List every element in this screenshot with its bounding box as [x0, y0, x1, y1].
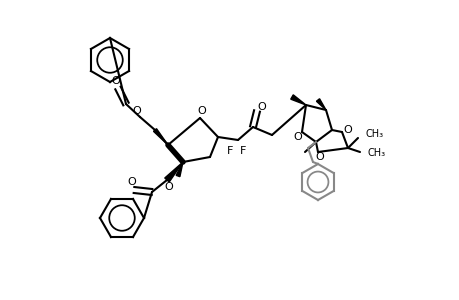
Text: O: O [127, 177, 136, 187]
Text: O: O [293, 132, 302, 142]
Text: F: F [239, 146, 246, 156]
Polygon shape [153, 129, 168, 145]
Polygon shape [316, 99, 325, 110]
Text: O: O [132, 106, 141, 116]
Text: O: O [164, 182, 173, 192]
Text: O: O [112, 76, 120, 86]
Text: O: O [197, 106, 206, 116]
Text: F: F [226, 146, 233, 156]
Text: O: O [315, 152, 324, 162]
Text: O: O [343, 125, 352, 135]
Polygon shape [164, 162, 183, 182]
Polygon shape [290, 95, 305, 105]
Polygon shape [176, 162, 183, 177]
Text: CH₃: CH₃ [367, 148, 385, 158]
Text: CH₃: CH₃ [365, 129, 383, 139]
Text: O: O [257, 102, 266, 112]
